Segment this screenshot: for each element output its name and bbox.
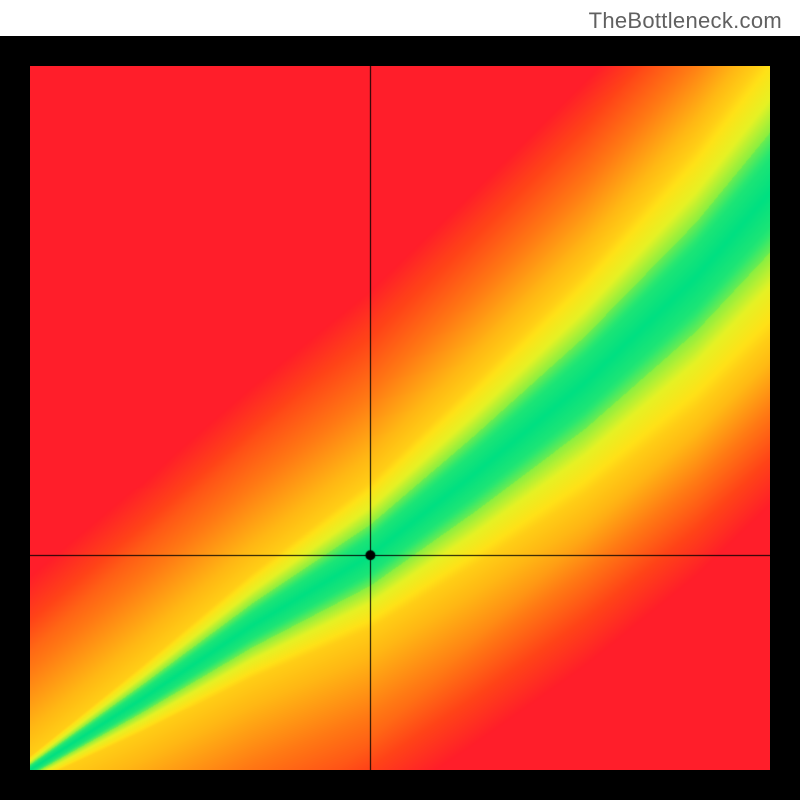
watermark-text: TheBottleneck.com: [589, 8, 782, 34]
heatmap-canvas: [30, 66, 770, 770]
heatmap-plot-area: [30, 66, 770, 770]
root-container: TheBottleneck.com: [0, 0, 800, 800]
